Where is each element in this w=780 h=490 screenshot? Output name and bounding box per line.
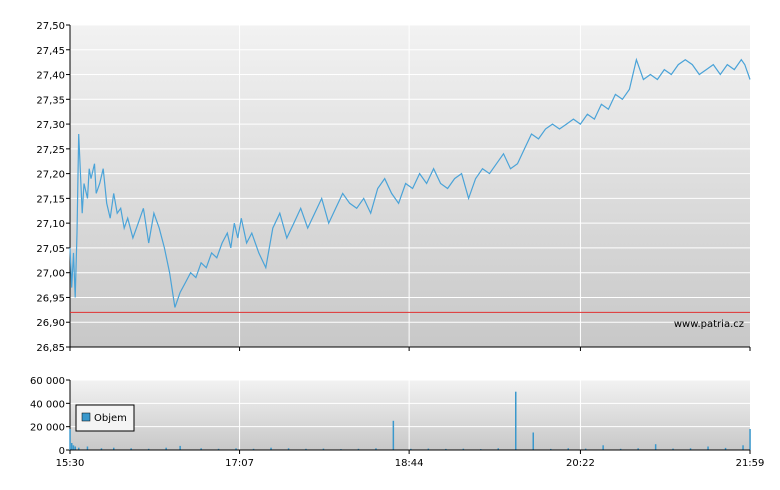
x-tick-label: 18:44	[395, 458, 424, 469]
price-series-line	[69, 57, 751, 308]
y-tick-label: 27,30	[36, 120, 65, 131]
volume-bar	[445, 448, 447, 450]
volume-bars	[69, 391, 751, 451]
volume-legend: Objem	[75, 404, 135, 432]
y-tick-label: 40 000	[30, 399, 65, 410]
volume-bar	[200, 448, 202, 451]
volume-bar	[410, 448, 412, 450]
legend-swatch	[81, 412, 91, 422]
volume-plot-area	[70, 380, 750, 450]
volume-bar	[392, 420, 395, 450]
volume-bar	[113, 447, 115, 450]
volume-bar	[165, 447, 167, 450]
y-tick-label: 26,95	[36, 293, 65, 304]
y-tick-label: 20 000	[30, 423, 65, 434]
y-tick-label: 27,15	[36, 194, 65, 205]
volume-bar	[742, 445, 744, 450]
watermark: www.patria.cz	[674, 319, 744, 330]
y-tick-label: 27,45	[36, 46, 65, 57]
volume-panel: 60 000 40 000 20 000 0 15:30 17:07 18:44 20:22…	[30, 376, 764, 469]
volume-bar	[602, 445, 604, 450]
volume-bar	[72, 445, 75, 450]
y-tick-label: 27,05	[36, 244, 65, 255]
x-tick-label: 20:22	[566, 458, 595, 469]
x-tick-label: 21:59	[736, 458, 765, 469]
volume-bar	[654, 444, 657, 450]
y-tick-label: 27,00	[36, 269, 65, 280]
volume-bar	[74, 446, 76, 450]
volume-bar	[270, 447, 272, 450]
y-tick-label: 27,25	[36, 145, 65, 156]
x-tick-label: 17:07	[225, 458, 254, 469]
volume-bar	[252, 448, 255, 450]
volume-bar	[672, 448, 674, 450]
volume-bar	[100, 448, 103, 451]
volume-y-axis: 60 000 40 000 20 000 0	[30, 376, 71, 457]
volume-bar	[86, 446, 89, 450]
y-tick-label: 27,50	[36, 21, 65, 32]
legend-label: Objem	[94, 413, 127, 424]
volume-bar	[532, 432, 534, 450]
y-tick-label: 27,40	[36, 71, 65, 82]
price-panel: 27,50 27,45 27,40 27,35 27,30 27,25 27,20 27,15…	[36, 21, 751, 354]
volume-bar	[179, 445, 181, 450]
volume-bar	[287, 448, 290, 451]
y-tick-label: 26,90	[36, 318, 65, 329]
volume-bar	[78, 447, 80, 450]
volume-bar	[217, 448, 220, 450]
volume-bar	[724, 447, 727, 450]
volume-bar	[515, 391, 517, 450]
price-y-axis: 27,50 27,45 27,40 27,35 27,30 27,25 27,20 27,15…	[36, 21, 71, 354]
y-tick-label: 27,35	[36, 95, 65, 106]
volume-bar	[749, 429, 751, 450]
volume-bar	[550, 448, 552, 450]
volume-grid	[70, 379, 750, 450]
volume-bar	[584, 448, 587, 450]
volume-bar	[147, 448, 150, 450]
volume-bar	[357, 448, 360, 450]
volume-bar	[497, 448, 499, 451]
volume-bar	[375, 448, 377, 451]
volume-bar	[567, 448, 569, 451]
volume-bar	[689, 448, 692, 451]
volume-bar	[707, 446, 709, 450]
volume-bar	[427, 448, 430, 450]
volume-bar	[235, 448, 237, 451]
volume-bar	[71, 443, 73, 450]
x-tick-label: 15:30	[56, 458, 85, 469]
volume-bar	[130, 448, 132, 451]
volume-bar	[305, 448, 307, 450]
y-tick-label: 0	[59, 446, 65, 457]
price-x-ticks	[69, 347, 751, 351]
y-tick-label: 26,85	[36, 343, 65, 354]
volume-bar	[462, 448, 465, 450]
volume-bar	[69, 429, 71, 450]
volume-bar	[619, 448, 622, 450]
y-tick-label: 27,10	[36, 219, 65, 230]
volume-bar	[637, 448, 639, 451]
volume-bar	[322, 448, 325, 450]
y-tick-label: 27,20	[36, 170, 65, 181]
volume-x-axis: 15:30 17:07 18:44 20:22 21:59	[56, 450, 765, 469]
y-tick-label: 60 000	[30, 376, 65, 387]
